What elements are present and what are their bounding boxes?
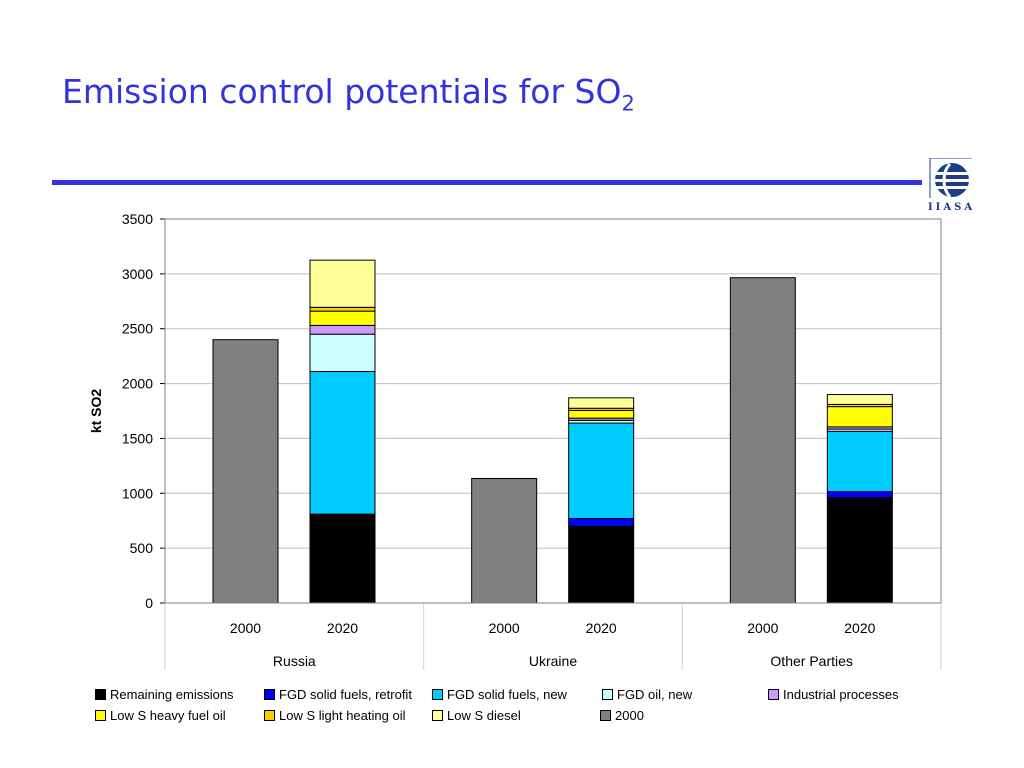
bar-segment xyxy=(309,371,376,515)
legend-swatch xyxy=(600,710,611,721)
legend-item: Industrial processes xyxy=(768,687,899,702)
x-tick-label: 2020 xyxy=(586,620,617,636)
bar-segment xyxy=(309,513,376,604)
legend-item: Low S diesel xyxy=(432,708,521,723)
globe-icon xyxy=(929,157,972,198)
bar-segment xyxy=(826,406,893,428)
iiasa-logo: IIASA xyxy=(928,157,976,216)
legend-swatch xyxy=(768,689,779,700)
bar-segment xyxy=(309,306,376,312)
legend-swatch xyxy=(264,710,275,721)
legend-label: FGD solid fuels, retrofit xyxy=(279,687,412,702)
axes: 0 500 1000 1500 2000 2500 3000 3500 2000 2020 Russ… xyxy=(122,211,942,670)
x-tick-label: 2000 xyxy=(747,620,778,636)
x-tick-label: 2020 xyxy=(327,620,358,636)
y-tick-label: 0 xyxy=(145,595,153,611)
logo-text: IIASA xyxy=(928,202,976,213)
y-axis-label: kt SO2 xyxy=(88,389,104,434)
legend-swatch xyxy=(602,689,613,700)
bar-segment xyxy=(568,397,635,409)
title-underline-rule xyxy=(52,180,922,185)
bar-segment xyxy=(826,430,893,493)
bar-segment xyxy=(309,324,376,335)
legend-label: FGD solid fuels, new xyxy=(447,687,567,702)
x-tick-label: 2000 xyxy=(230,620,261,636)
x-tick-label: 2020 xyxy=(844,620,875,636)
legend-item: Low S heavy fuel oil xyxy=(95,708,226,723)
slide-title: Emission control potentials for SO2 xyxy=(62,72,635,116)
bar-segment xyxy=(309,259,376,308)
y-tick-label: 500 xyxy=(130,540,154,556)
bar-segment xyxy=(568,525,635,604)
legend-swatch xyxy=(432,710,443,721)
legend-label: Low S heavy fuel oil xyxy=(110,708,226,723)
legend-label: 2000 xyxy=(615,708,644,723)
bar-segment xyxy=(826,497,893,604)
bar-segment xyxy=(568,422,635,520)
slide-title-subscript: 2 xyxy=(621,91,635,116)
legend-swatch xyxy=(95,689,106,700)
bar-segment xyxy=(568,409,635,419)
plot-area-border xyxy=(164,218,942,604)
group-label: Ukraine xyxy=(529,653,577,669)
bar-segment xyxy=(309,333,376,373)
group-label: Russia xyxy=(273,653,316,669)
legend-item: Low S light heating oil xyxy=(264,708,405,723)
legend-swatch xyxy=(264,689,275,700)
slide-title-text: Emission control potentials for SO xyxy=(62,72,622,111)
legend-item: FGD solid fuels, retrofit xyxy=(264,687,412,702)
legend-label: Industrial processes xyxy=(783,687,899,702)
chart-legend: Remaining emissions FGD solid fuels, retr… xyxy=(95,687,995,729)
legend-swatch xyxy=(432,689,443,700)
group-label: Other Parties xyxy=(770,653,852,669)
legend-item: 2000 xyxy=(600,708,644,723)
bar-segment xyxy=(826,491,893,499)
legend-label: Low S light heating oil xyxy=(279,708,406,723)
legend-label: FGD oil, new xyxy=(617,687,693,702)
legend-item: Remaining emissions xyxy=(95,687,234,702)
bar-segment xyxy=(826,394,893,405)
y-tick-label: 2000 xyxy=(122,376,153,392)
bar-segment xyxy=(212,339,279,604)
y-tick-label: 3500 xyxy=(122,211,153,227)
y-tick-label: 2500 xyxy=(122,321,153,337)
y-tick-label: 1000 xyxy=(122,485,153,501)
bar-segment xyxy=(729,277,796,604)
bar-segment xyxy=(309,310,376,326)
bar-segment xyxy=(471,477,538,604)
gridlines xyxy=(165,273,941,549)
legend-label: Low S diesel xyxy=(447,708,521,723)
stacked-bar-chart: 0 500 1000 1500 2000 2500 3000 3500 2000 2020 Russ… xyxy=(88,211,942,670)
legend-label: Remaining emissions xyxy=(110,687,234,702)
y-tick-label: 1500 xyxy=(122,430,153,446)
x-tick-label: 2000 xyxy=(489,620,520,636)
legend-item: FGD solid fuels, new xyxy=(432,687,567,702)
bar-segment xyxy=(568,518,635,527)
y-tick-label: 3000 xyxy=(122,266,153,282)
bars xyxy=(212,259,893,604)
legend-swatch xyxy=(95,710,106,721)
legend-item: FGD oil, new xyxy=(602,687,692,702)
